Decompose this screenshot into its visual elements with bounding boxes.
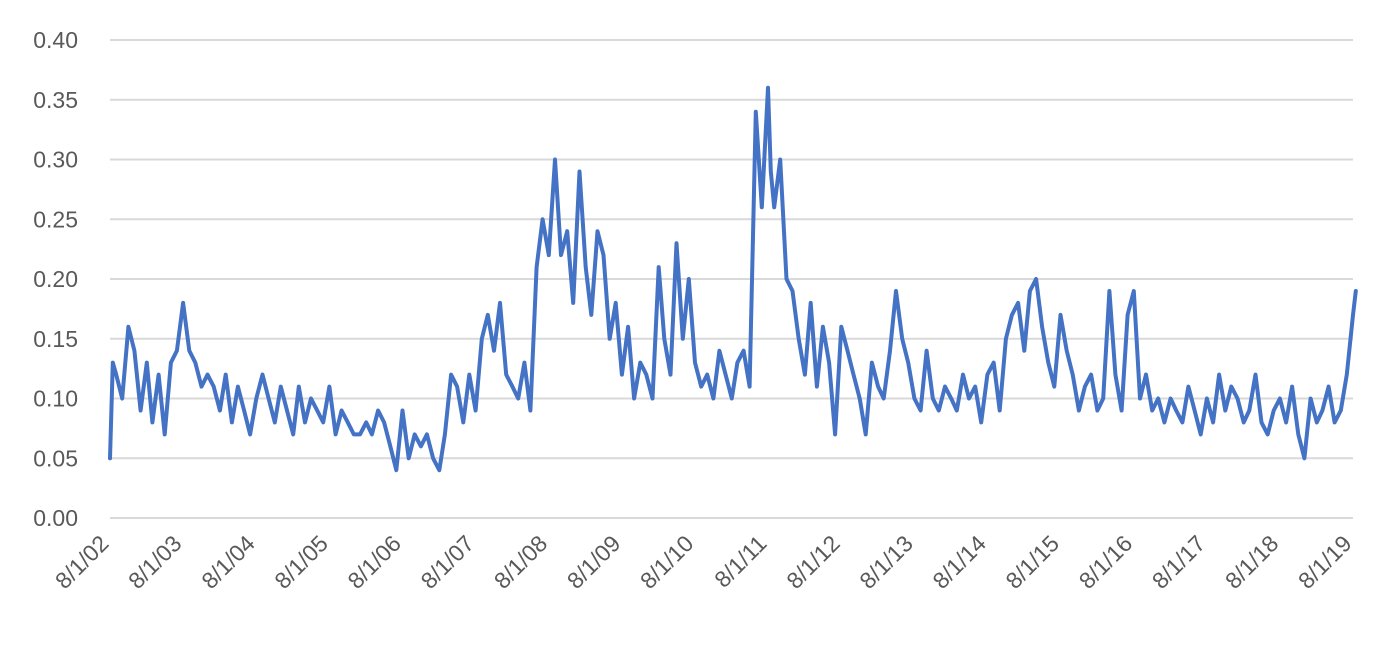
y-tick-label: 0.10 — [33, 386, 78, 412]
y-tick-label: 0.30 — [33, 147, 78, 173]
y-tick-label: 0.05 — [33, 445, 78, 471]
x-tick-label: 8/1/08 — [489, 530, 553, 594]
y-axis-ticks: 0.00 0.05 0.10 0.15 0.20 0.25 0.30 0.35 0.40 — [33, 27, 78, 531]
y-tick-label: 0.20 — [33, 266, 78, 292]
x-tick-label: 8/1/14 — [927, 530, 991, 594]
x-tick-label: 8/1/09 — [562, 530, 626, 594]
x-tick-label: 8/1/03 — [123, 530, 187, 594]
x-tick-label: 8/1/06 — [342, 530, 406, 594]
x-axis-ticks: 8/1/02 8/1/03 8/1/04 8/1/05 8/1/06 8/1/07 8/1/… — [50, 530, 1357, 594]
y-tick-label: 0.15 — [33, 326, 78, 352]
x-tick-label: 8/1/10 — [635, 530, 699, 594]
series-line — [108, 85, 1358, 473]
x-tick-label: 8/1/07 — [415, 530, 479, 594]
x-tick-label: 8/1/11 — [709, 530, 771, 592]
y-tick-label: 0.35 — [33, 87, 78, 113]
x-tick-label: 8/1/19 — [1293, 530, 1357, 594]
series-layer — [108, 85, 1358, 473]
x-tick-label: 8/1/16 — [1074, 530, 1138, 594]
x-tick-label: 8/1/17 — [1147, 530, 1211, 594]
y-tick-label: 0.25 — [33, 206, 78, 232]
x-tick-label: 8/1/12 — [781, 530, 845, 594]
x-tick-label: 8/1/18 — [1220, 530, 1284, 594]
x-tick-label: 8/1/13 — [854, 530, 918, 594]
x-tick-label: 8/1/02 — [50, 530, 114, 594]
x-tick-label: 8/1/04 — [196, 530, 260, 594]
x-tick-label: 8/1/05 — [269, 530, 333, 594]
y-tick-label: 0.40 — [33, 27, 78, 53]
gridlines — [110, 39, 1353, 519]
x-tick-label: 8/1/15 — [1000, 530, 1064, 594]
y-tick-label: 0.00 — [33, 505, 78, 531]
